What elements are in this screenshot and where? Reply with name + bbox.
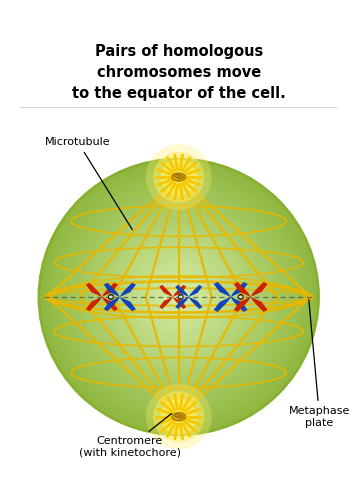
Polygon shape [251, 282, 267, 297]
Ellipse shape [155, 274, 202, 320]
Ellipse shape [161, 399, 197, 435]
Ellipse shape [113, 233, 244, 361]
Ellipse shape [174, 292, 183, 302]
Polygon shape [173, 297, 186, 309]
Ellipse shape [178, 176, 183, 179]
Ellipse shape [146, 384, 212, 450]
Polygon shape [175, 297, 189, 309]
Ellipse shape [238, 294, 244, 300]
Polygon shape [189, 297, 202, 309]
Ellipse shape [160, 278, 197, 315]
Ellipse shape [127, 246, 230, 347]
Ellipse shape [53, 173, 305, 421]
Text: Microtubule: Microtubule [45, 137, 132, 230]
Ellipse shape [72, 191, 286, 402]
Ellipse shape [90, 210, 267, 384]
Ellipse shape [153, 391, 204, 442]
Ellipse shape [104, 223, 253, 370]
Polygon shape [189, 285, 202, 297]
Polygon shape [102, 283, 118, 297]
Polygon shape [214, 282, 231, 297]
Polygon shape [159, 297, 173, 309]
Ellipse shape [132, 251, 225, 343]
Ellipse shape [146, 144, 212, 210]
Polygon shape [104, 283, 120, 297]
Ellipse shape [109, 228, 248, 366]
Ellipse shape [161, 159, 197, 195]
Polygon shape [159, 285, 173, 297]
Ellipse shape [172, 413, 185, 421]
Ellipse shape [39, 159, 319, 435]
Ellipse shape [141, 260, 216, 334]
Ellipse shape [109, 295, 113, 299]
Polygon shape [231, 297, 248, 312]
Ellipse shape [169, 288, 188, 306]
Ellipse shape [165, 283, 193, 311]
Ellipse shape [151, 269, 207, 325]
Ellipse shape [67, 186, 291, 407]
Polygon shape [234, 282, 251, 297]
Ellipse shape [153, 152, 204, 203]
Polygon shape [120, 297, 136, 311]
Ellipse shape [108, 294, 114, 300]
Polygon shape [231, 282, 248, 297]
Polygon shape [251, 297, 267, 312]
Ellipse shape [48, 168, 309, 426]
Ellipse shape [179, 295, 183, 299]
Ellipse shape [146, 265, 211, 329]
Polygon shape [120, 283, 136, 297]
Ellipse shape [175, 414, 180, 417]
Polygon shape [86, 297, 102, 311]
Text: Pairs of homologous
chromosomes move
to the equator of the cell.: Pairs of homologous chromosomes move to … [72, 44, 286, 101]
Ellipse shape [86, 205, 272, 389]
Ellipse shape [178, 294, 184, 300]
Ellipse shape [62, 182, 295, 412]
Polygon shape [86, 283, 102, 297]
Text: Metaphase
plate: Metaphase plate [289, 300, 350, 428]
Ellipse shape [95, 214, 263, 380]
Polygon shape [214, 297, 231, 312]
Polygon shape [173, 285, 186, 297]
Ellipse shape [81, 200, 277, 394]
Ellipse shape [100, 219, 258, 375]
Ellipse shape [239, 295, 243, 299]
Ellipse shape [44, 164, 314, 430]
Ellipse shape [123, 242, 234, 352]
Ellipse shape [118, 237, 239, 357]
Ellipse shape [137, 255, 221, 338]
Ellipse shape [58, 178, 300, 416]
Ellipse shape [175, 174, 180, 178]
Ellipse shape [178, 415, 183, 418]
Polygon shape [234, 297, 251, 312]
Ellipse shape [172, 173, 185, 181]
Polygon shape [102, 297, 118, 311]
Polygon shape [175, 285, 189, 297]
Ellipse shape [76, 196, 281, 398]
Polygon shape [104, 297, 120, 311]
Text: Centromere
(with kinetochore): Centromere (with kinetochore) [79, 413, 181, 458]
